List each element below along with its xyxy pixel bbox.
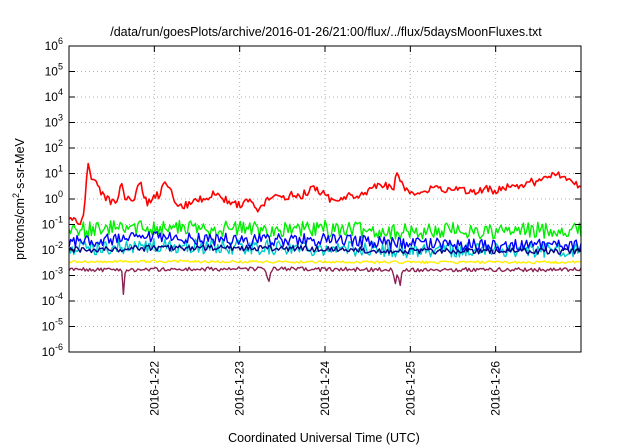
series-line-7: [68, 266, 582, 295]
series-line-4: [68, 231, 582, 253]
x-tick-label: 2016-1-24: [318, 361, 332, 416]
chart-title: /data/run/goesPlots/archive/2016-01-26/2…: [110, 25, 542, 39]
x-tick-label: 2016-1-23: [233, 361, 247, 416]
y-tick-label: 101: [45, 164, 63, 181]
y-axis-title: protons/cm2-s-sr-MeV: [11, 137, 27, 259]
y-tick-label: 105: [45, 62, 63, 79]
x-tick-label: 2016-1-26: [489, 361, 503, 416]
series-line-1: [68, 162, 582, 226]
y-tick-label: 10-3: [42, 266, 63, 283]
y-tick-label: 102: [45, 138, 63, 155]
y-tick-label: 10-4: [42, 291, 63, 308]
x-tick-label: 2016-1-25: [403, 361, 417, 416]
y-tick-label: 103: [45, 113, 63, 130]
y-tick-label: 10-2: [42, 240, 63, 257]
y-axis-title-main: protons/cm: [13, 198, 27, 260]
series-line-2: [68, 219, 582, 240]
y-axis-title-rest: -s-sr-MeV: [13, 137, 27, 193]
y-axis-title-sup: 2: [11, 193, 21, 198]
series-line-6: [68, 259, 582, 265]
y-tick-label: 100: [45, 189, 63, 206]
data-series: [68, 162, 582, 295]
y-tick-label: 10-1: [42, 215, 63, 232]
axis-ticks: 10-6 10-5 10-4 10-3 10-2 10-1 100 101 102 103 104 1…: [42, 36, 581, 416]
y-tick-label: 104: [45, 87, 63, 104]
y-tick-label: 10-5: [42, 317, 63, 334]
x-axis-title: Coordinated Universal Time (UTC): [228, 431, 420, 445]
series-line-5: [68, 244, 582, 255]
y-tick-label: 10-6: [42, 342, 63, 359]
y-tick-label: 106: [45, 36, 63, 53]
x-tick-label: 2016-1-22: [147, 361, 161, 416]
